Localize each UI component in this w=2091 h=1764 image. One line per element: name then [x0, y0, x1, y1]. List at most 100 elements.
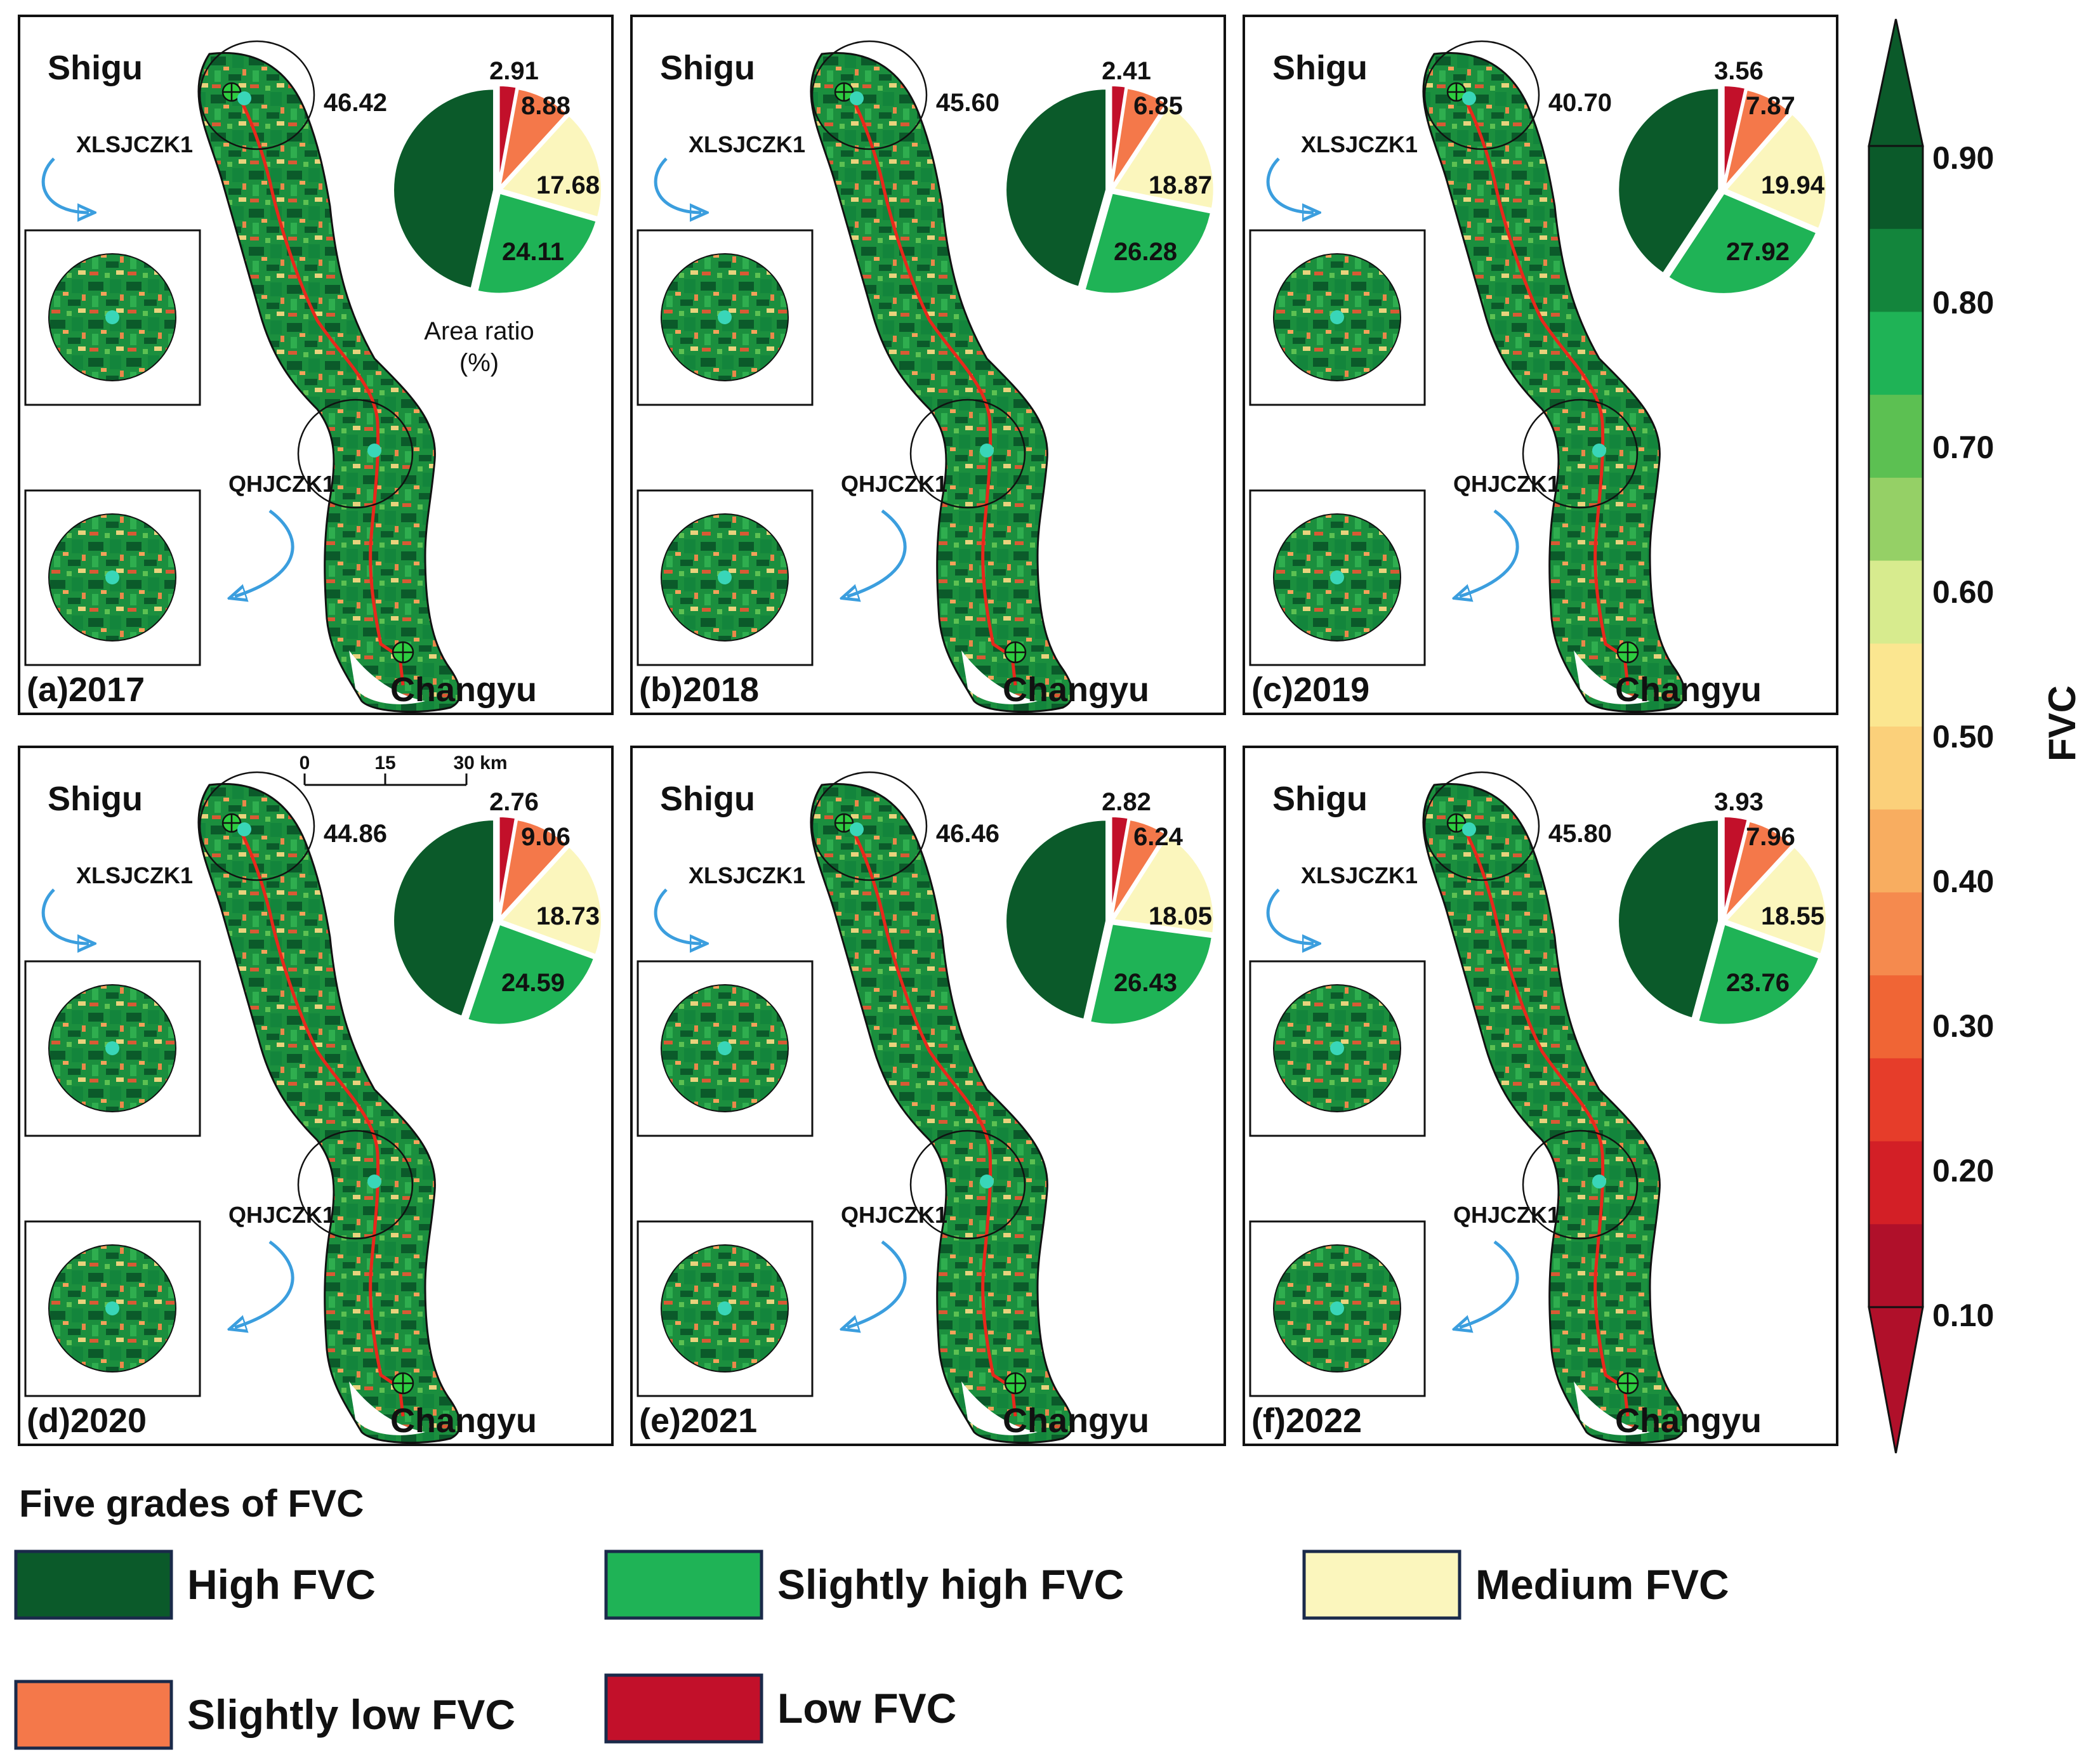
legend-swatch	[1302, 1550, 1461, 1620]
scale-bar-tick: 0	[300, 753, 310, 773]
place-label-shigu: Shigu	[660, 780, 755, 818]
borehole-label-north: XLSJCZK1	[1301, 862, 1418, 888]
curved-arrow-icon	[1266, 888, 1314, 944]
place-label-shigu: Shigu	[48, 780, 143, 818]
svg-text:(%): (%)	[459, 349, 499, 377]
borehole-marker	[1462, 91, 1476, 105]
colorbar-bin	[1869, 809, 1923, 893]
curved-arrow-icon	[41, 888, 89, 944]
borehole-marker	[105, 310, 119, 324]
borehole-marker	[1592, 444, 1606, 457]
no-data-area	[349, 1381, 425, 1435]
pie-slice-medium	[498, 844, 604, 958]
inset-map-north	[24, 229, 201, 406]
map-panel: Shigu Changyu XLSJCZK1 QHJCZK1 (f)2022 45.80 3…	[1243, 746, 1838, 1446]
borehole-marker	[980, 1175, 994, 1188]
zoom-circle-south	[1522, 398, 1639, 509]
route-line	[845, 88, 1017, 686]
route-line	[1458, 88, 1630, 686]
colorbar-bin	[1869, 146, 1923, 230]
curved-arrow-icon	[654, 888, 701, 944]
pie-slice-high	[392, 87, 496, 291]
shigu-station-marker	[1446, 813, 1467, 833]
colorbar-title: FVC	[2041, 685, 2083, 761]
pie-label-slightly-high: 24.59	[501, 969, 565, 997]
pie-slice-slightly-high	[1666, 191, 1819, 296]
changyu-station-marker	[392, 1372, 414, 1395]
place-label-changyu: Changyu	[390, 671, 537, 709]
inset-map-south	[1249, 1220, 1426, 1397]
inset-map-south	[637, 489, 814, 666]
pie-label-high: 44.86	[324, 820, 387, 848]
curved-arrow-icon	[1460, 1240, 1519, 1327]
borehole-label-north: XLSJCZK1	[1301, 131, 1418, 157]
pie-label-slightly-low: 8.88	[521, 92, 571, 120]
pie-chart	[1004, 84, 1216, 296]
colorbar-tick-label: 0.60	[1932, 574, 1994, 610]
legend-label: Slightly low FVC	[187, 1691, 515, 1738]
colorbar-bin	[1869, 312, 1923, 395]
pie-label-low: 2.41	[1102, 57, 1151, 85]
place-label-changyu: Changyu	[1615, 671, 1762, 709]
borehole-marker	[980, 444, 994, 457]
pie-slice-high	[1004, 87, 1109, 289]
pie-label-slightly-low: 6.24	[1133, 823, 1184, 851]
inset-map-north	[1249, 960, 1426, 1137]
borehole-marker	[105, 1041, 119, 1055]
borehole-label-south: QHJCZK1	[1453, 471, 1560, 497]
pie-slice-high	[392, 818, 496, 1019]
route-line	[1458, 819, 1630, 1417]
borehole-marker	[718, 1041, 732, 1055]
colorbar-tick-label: 0.10	[1932, 1298, 1994, 1333]
borehole-marker	[850, 91, 864, 105]
place-label-shigu: Shigu	[1272, 780, 1368, 818]
pie-slice-medium	[1723, 111, 1828, 232]
colorbar-tick-label: 0.40	[1932, 864, 1994, 899]
borehole-marker	[237, 91, 251, 105]
pie-caption: Area ratio (%)	[424, 317, 534, 377]
shigu-station-marker	[834, 813, 854, 833]
no-data-area	[1574, 650, 1650, 704]
pie-slice-slightly-high	[465, 922, 597, 1027]
borehole-marker	[1330, 1301, 1344, 1315]
pie-label-slightly-high: 26.28	[1114, 238, 1177, 266]
pie-label-slightly-high: 24.11	[502, 238, 564, 266]
borehole-label-north: XLSJCZK1	[76, 862, 193, 888]
colorbar-tick-label: 0.90	[1932, 140, 1994, 176]
fvc-corridor-map	[810, 783, 1074, 1444]
legend-label: Slightly high FVC	[777, 1561, 1124, 1608]
colorbar-bin	[1869, 643, 1923, 727]
borehole-marker	[1330, 570, 1344, 584]
inset-map-south	[24, 1220, 201, 1397]
pie-slice-high	[1004, 818, 1109, 1022]
borehole-label-north: XLSJCZK1	[76, 131, 193, 157]
fvc-colorbar: 0.90 0.80 0.70 0.60 0.50 0.40 0.30 0.20 0.10 FVC	[1868, 18, 2083, 1454]
pie-label-high: 46.42	[324, 89, 387, 117]
panel-label: (a)2017	[27, 671, 145, 709]
legend-label: Low FVC	[777, 1685, 956, 1732]
scale-bar: 0 15 30 km	[300, 753, 508, 786]
legend-item-medium: Medium FVC	[1302, 1550, 1729, 1620]
legend-item-high: High FVC	[14, 1550, 376, 1620]
pie-slice-slightly-low	[497, 817, 570, 923]
colorbar-bin	[1869, 727, 1923, 810]
pie-label-medium: 18.05	[1149, 902, 1212, 930]
map-panel: Shigu Changyu XLSJCZK1 QHJCZK1 (a)2017 46.42 2…	[18, 15, 614, 715]
panel-label: (c)2019	[1251, 671, 1369, 709]
pie-slice-high	[1616, 818, 1721, 1021]
curved-arrow-icon	[235, 509, 294, 596]
colorbar-tick-label: 0.80	[1932, 285, 1994, 320]
changyu-station-marker	[1004, 1372, 1027, 1395]
shigu-station-marker	[834, 82, 854, 102]
colorbar-tick-label: 0.50	[1932, 719, 1994, 754]
curved-arrow-icon	[654, 157, 701, 213]
pie-label-medium: 17.68	[536, 171, 600, 199]
borehole-marker	[1330, 310, 1344, 324]
pie-slice-medium	[1723, 844, 1828, 957]
legend-swatch	[604, 1550, 763, 1620]
pie-label-slightly-low: 6.85	[1133, 92, 1183, 120]
pie-label-low: 2.82	[1102, 788, 1151, 816]
pie-slice-slightly-low	[1722, 819, 1795, 920]
colorbar-bin	[1869, 395, 1923, 478]
borehole-label-north: XLSJCZK1	[689, 862, 805, 888]
